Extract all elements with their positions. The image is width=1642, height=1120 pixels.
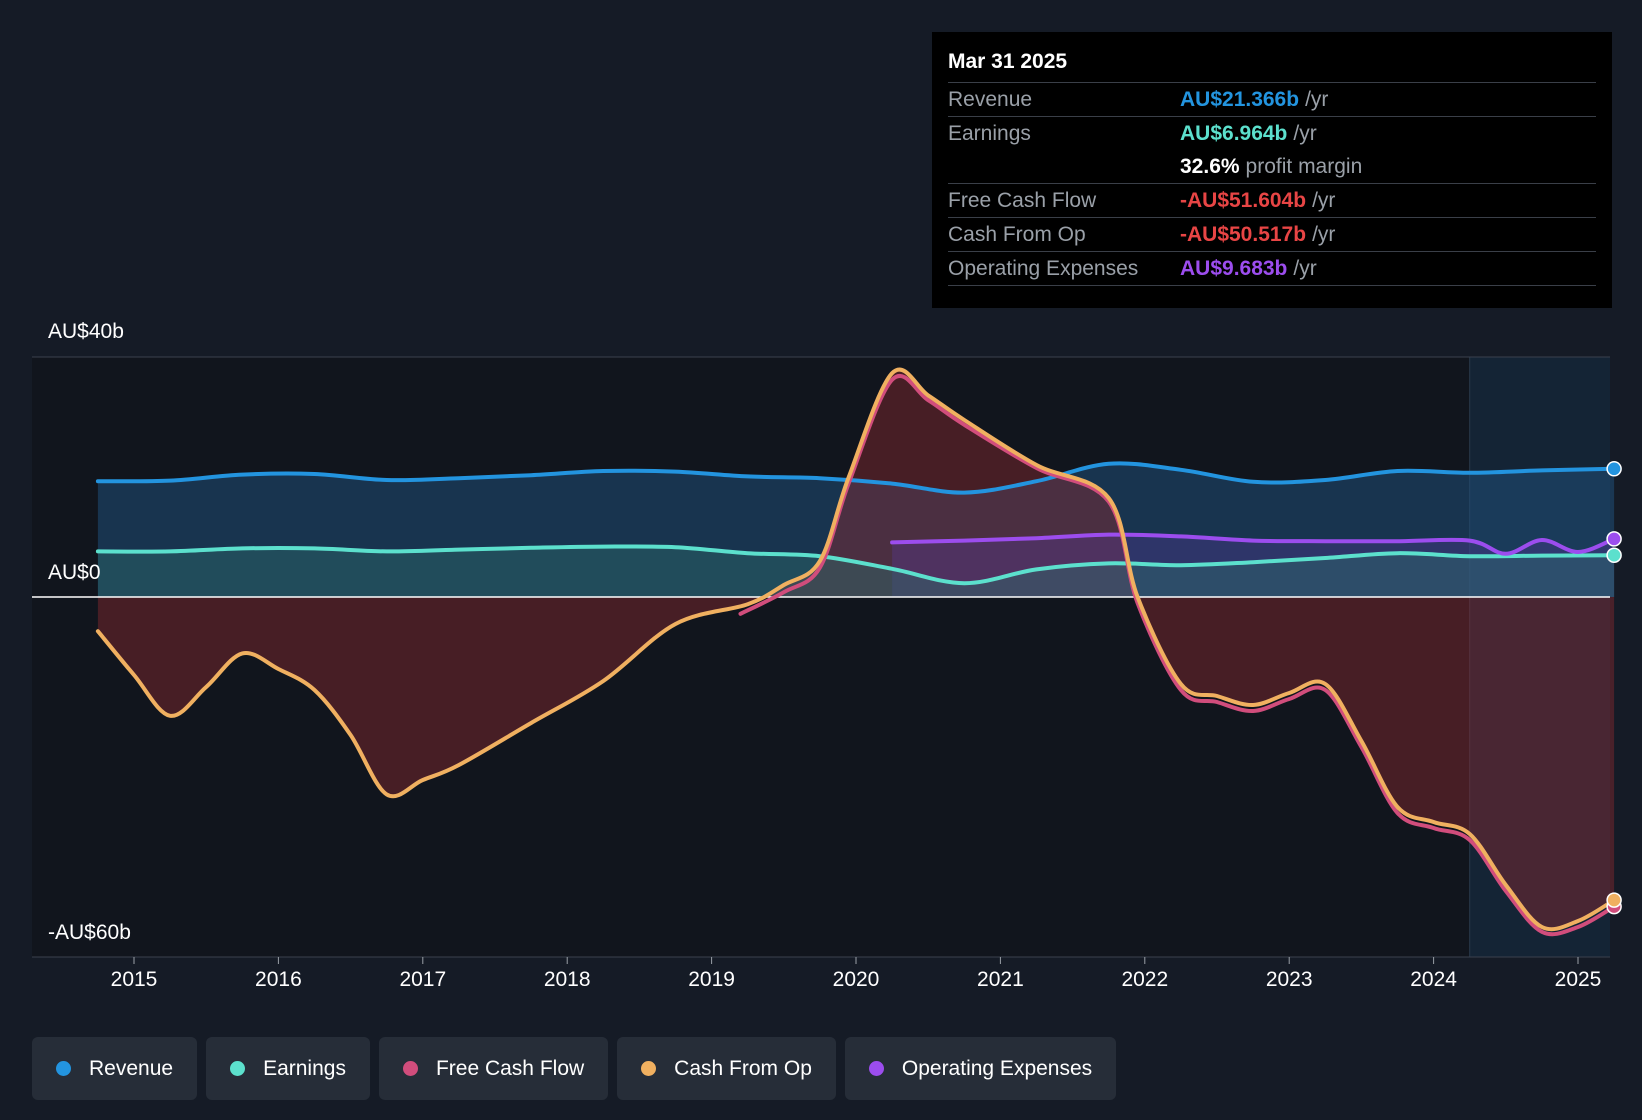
tooltip-row-earnings: Earnings AU$6.964b /yr xyxy=(948,117,1596,150)
revenue-end-point xyxy=(1606,461,1622,477)
x-tick-label: 2016 xyxy=(255,968,302,991)
tooltip-row-revenue: Revenue AU$21.366b /yr xyxy=(948,83,1596,117)
tooltip-value: -AU$50.517b xyxy=(1180,223,1307,246)
revenue-dot-icon xyxy=(56,1061,71,1076)
earnings-end-point xyxy=(1606,547,1622,563)
x-tick-label: 2022 xyxy=(1121,968,1169,991)
legend-label: Revenue xyxy=(89,1056,174,1080)
legend-item-revenue[interactable]: Revenue xyxy=(32,1037,198,1100)
legend-label: Operating Expenses xyxy=(901,1056,1093,1080)
x-tick-label: 2020 xyxy=(832,968,880,991)
legend-item-operating-expenses[interactable]: Operating Expenses xyxy=(844,1037,1117,1100)
free-cash-flow-line xyxy=(738,374,1617,937)
tooltip-label: Free Cash Flow xyxy=(948,189,1097,212)
tooltip-row-margin: 32.6% profit margin xyxy=(948,150,1596,184)
cash-from-op-end-point xyxy=(1606,892,1622,908)
tooltip-row-free-cash-flow: Free Cash Flow -AU$51.604b /yr xyxy=(948,184,1596,218)
tooltip-unit: /yr xyxy=(1312,189,1336,212)
legend-label: Earnings xyxy=(263,1056,346,1080)
cash-from-op-dot-icon xyxy=(641,1061,657,1076)
tooltip-date: Mar 31 2025 xyxy=(948,46,1596,83)
legend-item-earnings[interactable]: Earnings xyxy=(206,1037,370,1100)
tooltip-label: Operating Expenses xyxy=(948,257,1139,280)
x-tick-label: 2015 xyxy=(110,968,158,991)
x-tick-label: 2018 xyxy=(543,968,591,991)
operating-expenses-end-point xyxy=(1606,531,1622,547)
free-cash-flow-dot-icon xyxy=(402,1061,418,1076)
operating-expenses-dot-icon xyxy=(868,1061,884,1076)
tooltip-value: -AU$51.604b xyxy=(1180,189,1307,212)
tooltip-panel: Mar 31 2025 Revenue AU$21.366b /yr Earni… xyxy=(932,32,1612,308)
x-tick-label: 2021 xyxy=(977,968,1024,991)
y-axis-label-bottom: -AU$60b xyxy=(48,921,131,944)
tooltip-value: 32.6% xyxy=(1180,155,1240,178)
y-axis-label-top: AU$40b xyxy=(48,320,124,343)
operating-expenses-area xyxy=(892,534,1615,597)
legend-item-cash-from-op[interactable]: Cash From Op xyxy=(617,1037,836,1100)
operating-expenses-line xyxy=(890,532,1617,556)
tooltip-value: AU$6.964b xyxy=(1180,122,1288,145)
revenue-line xyxy=(95,461,1617,495)
tooltip-value: AU$21.366b xyxy=(1180,88,1300,111)
tooltip-row-operating-expenses: Operating Expenses AU$9.683b /yr xyxy=(948,252,1596,286)
tooltip-unit: /yr xyxy=(1293,257,1317,280)
tooltip-label xyxy=(948,150,1180,183)
x-tick-label: 2024 xyxy=(1410,968,1457,991)
tooltip-label: Earnings xyxy=(948,122,1031,145)
tooltip-label: Cash From Op xyxy=(948,223,1086,246)
tooltip-label: Revenue xyxy=(948,88,1033,111)
x-tick-label: 2017 xyxy=(399,968,447,991)
earnings-dot-icon xyxy=(230,1061,246,1076)
legend-label: Cash From Op xyxy=(674,1056,812,1080)
cash-from-op-line xyxy=(95,367,1617,932)
tooltip-value: AU$9.683b xyxy=(1180,257,1288,280)
legend-label: Free Cash Flow xyxy=(435,1056,585,1080)
x-tick-label: 2019 xyxy=(688,968,735,991)
x-tick-label: 2025 xyxy=(1554,968,1602,991)
tooltip-unit: /yr xyxy=(1293,122,1317,145)
y-axis-label-zero: AU$0 xyxy=(48,561,101,584)
legend: Revenue Earnings Free Cash Flow Cash Fro… xyxy=(32,1037,1125,1100)
tooltip-unit: /yr xyxy=(1312,223,1336,246)
x-tick-label: 2023 xyxy=(1265,968,1313,991)
forecast-region xyxy=(1469,357,1610,957)
tooltip-row-cash-from-op: Cash From Op -AU$50.517b /yr xyxy=(948,218,1596,252)
tooltip-unit: /yr xyxy=(1305,88,1329,111)
earnings-area xyxy=(97,546,1615,597)
tooltip-unit: profit margin xyxy=(1245,155,1363,178)
earnings-line xyxy=(95,544,1617,586)
plot-background xyxy=(32,357,1610,957)
legend-item-free-cash-flow[interactable]: Free Cash Flow xyxy=(378,1037,609,1100)
